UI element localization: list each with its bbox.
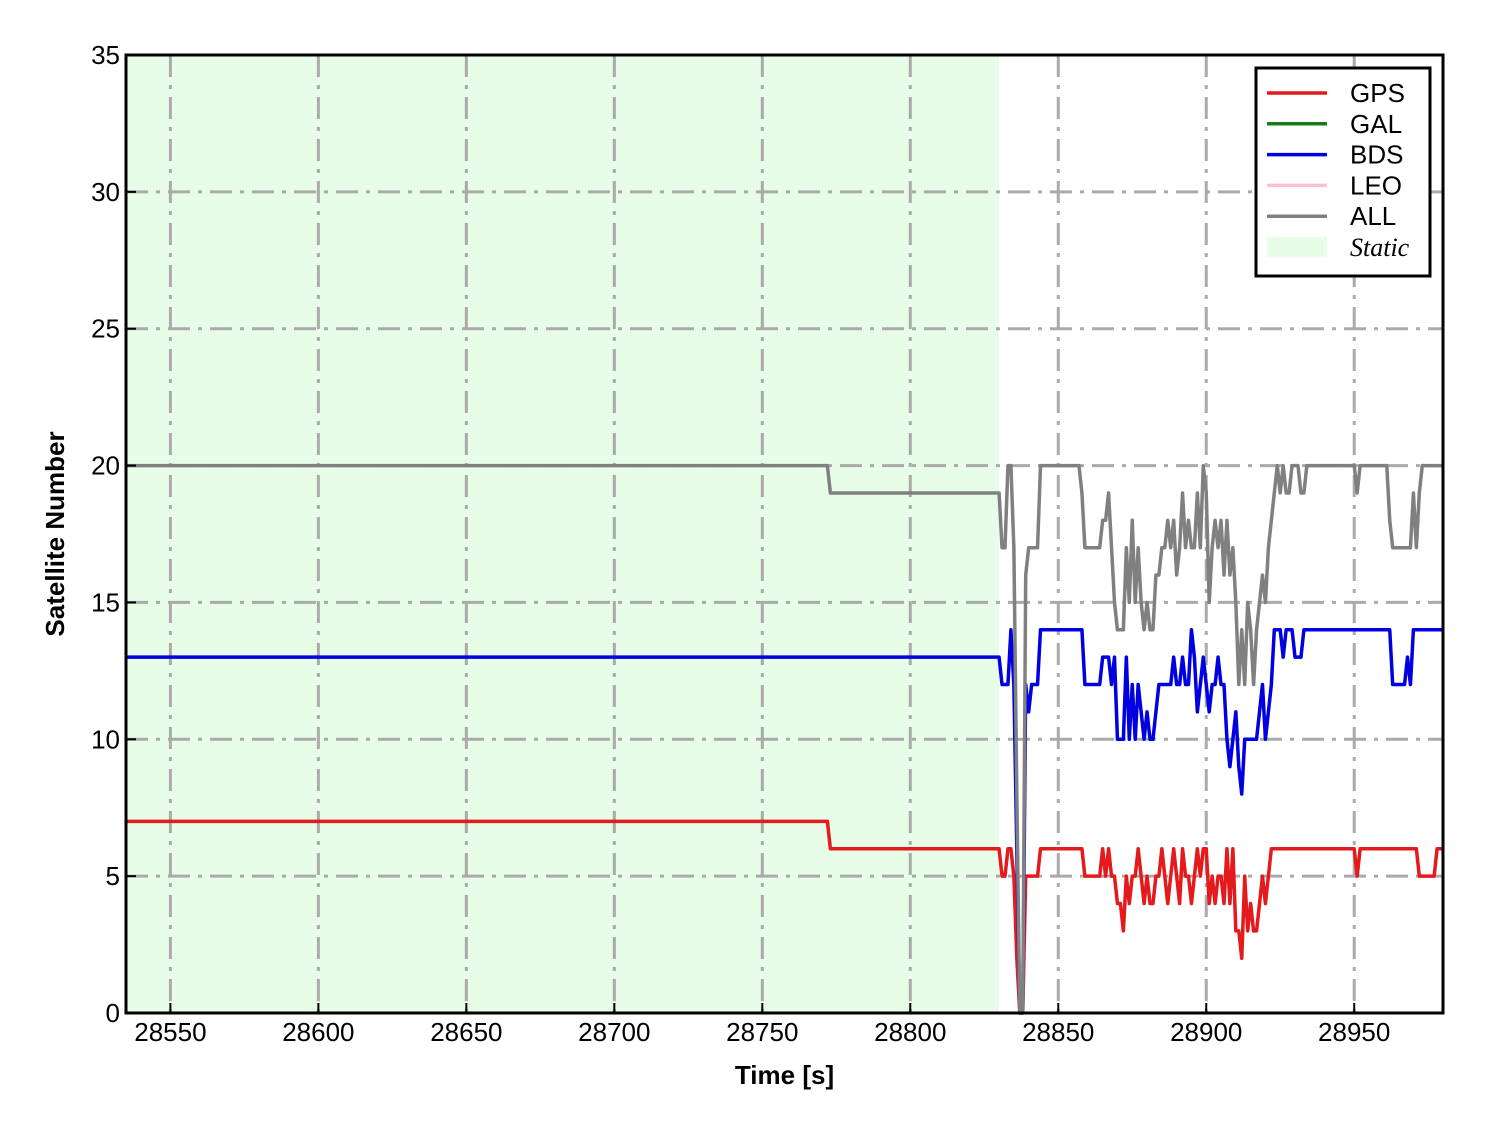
legend-label-all: ALL [1350,201,1396,231]
axis-ticks [126,54,1356,1014]
x-tick-label: 28900 [1170,1017,1242,1047]
y-tick-label: 35 [91,40,120,70]
legend-swatch-static [1267,237,1327,257]
series-layer [126,463,1443,1015]
legend-label-gps: GPS [1350,78,1405,108]
series-line-all [126,463,1443,1015]
x-tick-label: 28550 [134,1017,206,1047]
legend-label-leo: LEO [1350,170,1402,200]
y-tick-label: 25 [91,314,120,344]
x-tick-label: 28700 [578,1017,650,1047]
y-tick-label: 30 [91,177,120,207]
x-axis-title: Time [s] [735,1060,834,1090]
x-tick-label: 28600 [282,1017,354,1047]
x-tick-label: 28800 [874,1017,946,1047]
legend-label-gal: GAL [1350,109,1402,139]
legend-label-static: Static [1350,233,1410,262]
y-tick-label: 0 [106,998,120,1028]
y-axis-title: Satellite Number [40,431,70,636]
x-tick-label: 28950 [1318,1017,1390,1047]
series-line-bds [126,628,1443,1015]
x-tick-label: 28850 [1022,1017,1094,1047]
plot-frame [124,53,1445,1015]
y-tick-label: 10 [91,724,120,754]
y-tick-label: 20 [91,451,120,481]
x-tick-label: 28650 [430,1017,502,1047]
y-tick-label: 5 [106,861,120,891]
legend-label-bds: BDS [1350,140,1403,170]
series-line-gps [126,819,1443,1015]
y-tick-label: 15 [91,587,120,617]
x-tick-label: 28750 [726,1017,798,1047]
static-region [126,55,1000,1013]
tick-labels: 28550 28600 28650 28700 28750 28800 28850 28900… [91,40,1390,1047]
